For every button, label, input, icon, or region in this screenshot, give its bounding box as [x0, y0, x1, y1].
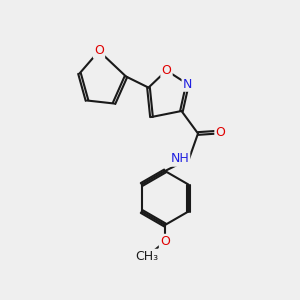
Text: O: O	[160, 235, 170, 248]
Text: CH₃: CH₃	[135, 250, 159, 263]
Text: N: N	[183, 77, 192, 91]
Text: O: O	[162, 64, 171, 77]
Text: O: O	[216, 125, 225, 139]
Text: NH: NH	[170, 152, 189, 166]
Text: O: O	[94, 44, 104, 58]
